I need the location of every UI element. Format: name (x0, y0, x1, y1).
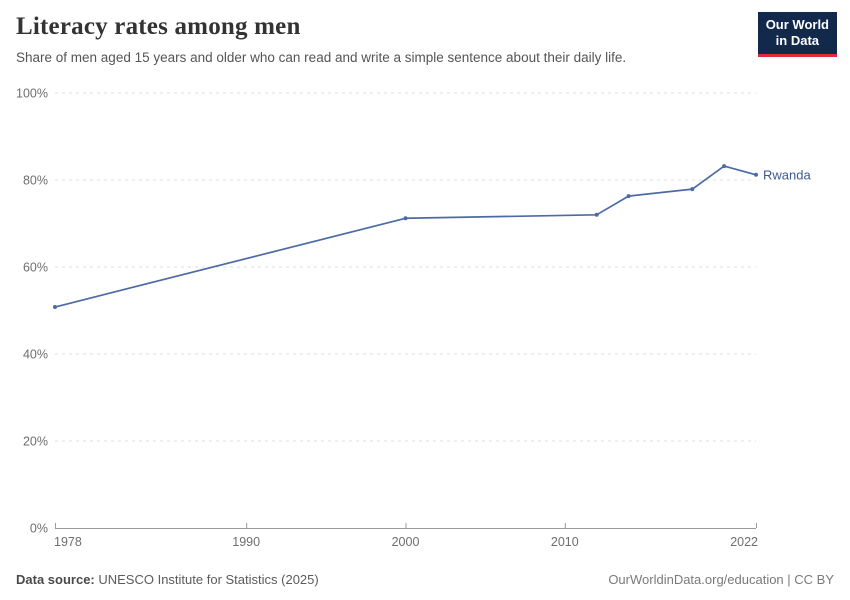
x-tick-label: 2022 (730, 535, 758, 549)
data-point (403, 216, 408, 221)
data-point (690, 187, 695, 192)
owid-logo[interactable]: Our World in Data (757, 12, 837, 57)
data-source-text: UNESCO Institute for Statistics (2025) (94, 572, 319, 587)
data-point (594, 212, 599, 217)
data-source: Data source: UNESCO Institute for Statis… (16, 572, 319, 587)
x-tick-label: 2010 (551, 535, 579, 549)
data-point (754, 172, 758, 177)
y-tick-label: 100% (16, 87, 48, 101)
owid-logo-line2: in Data (775, 33, 820, 49)
y-tick-label: 20% (23, 435, 48, 449)
chart-header: Literacy rates among men Share of men ag… (16, 13, 750, 65)
x-tick-label: 1990 (232, 535, 260, 549)
data-point (626, 194, 631, 199)
owid-logo-line1: Our World (765, 17, 829, 32)
x-tick-label: 2000 (392, 535, 420, 549)
chart-footer: Data source: UNESCO Institute for Statis… (16, 572, 834, 587)
y-tick-label: 40% (23, 348, 48, 362)
entity-label-rwanda[interactable]: Rwanda (763, 167, 811, 182)
page-title: Literacy rates among men (16, 13, 301, 40)
chart-subtitle: Share of men aged 15 years and older who… (16, 50, 627, 65)
data-source-label: Data source: (16, 572, 95, 587)
y-tick-label: 80% (23, 174, 48, 188)
y-tick-label: 0% (30, 522, 48, 536)
y-tick-label: 60% (23, 261, 48, 275)
credit-link[interactable]: OurWorldinData.org/education | CC BY (608, 572, 834, 587)
data-point (722, 164, 727, 169)
x-tick-label: 1978 (54, 535, 82, 549)
series-line-rwanda (54, 165, 757, 308)
data-point (53, 305, 57, 310)
